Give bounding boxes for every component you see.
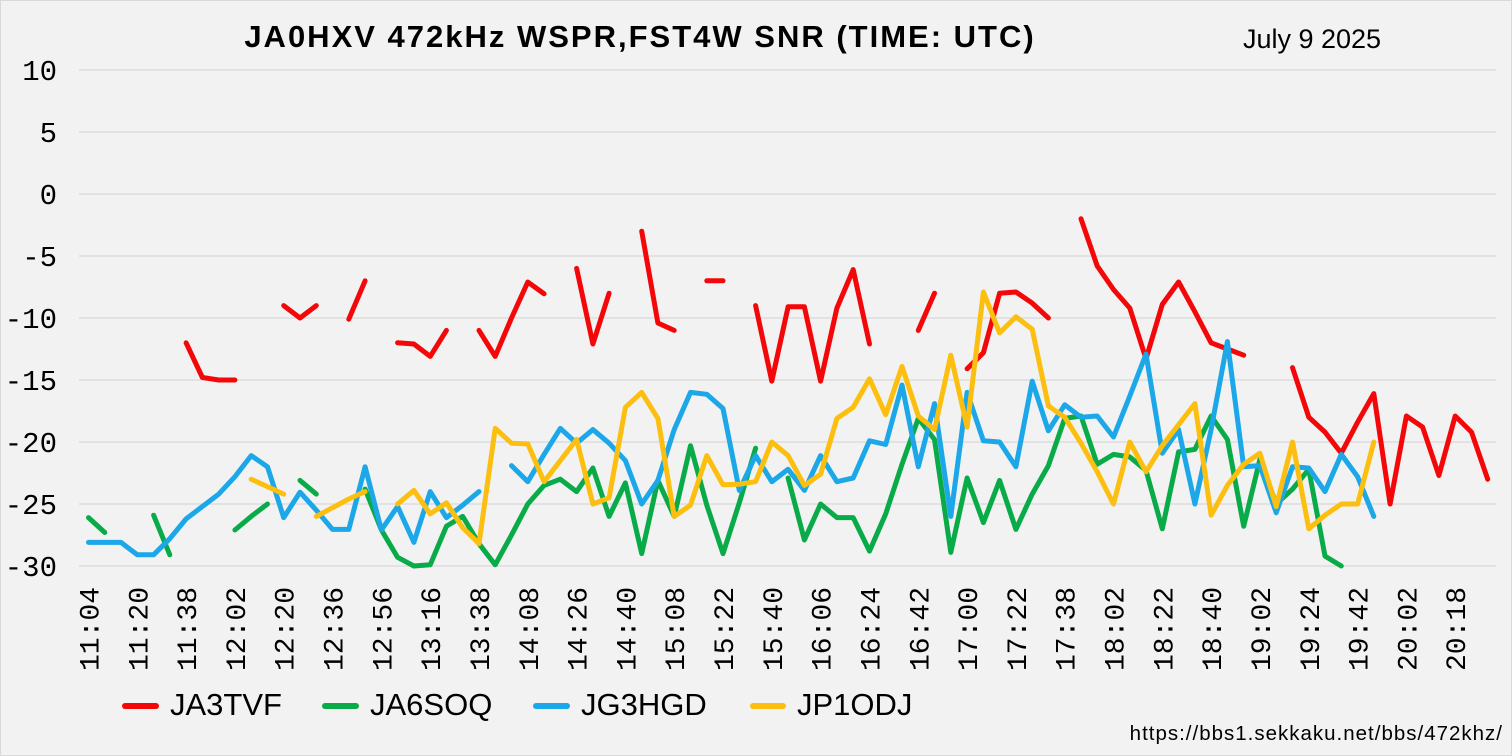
svg-text:15:22: 15:22 [711, 587, 742, 671]
svg-text:14:40: 14:40 [613, 587, 644, 671]
svg-text:15:08: 15:08 [662, 587, 693, 671]
svg-text:17:00: 17:00 [955, 587, 986, 671]
svg-text:-5: -5 [22, 242, 57, 275]
svg-text:-15: -15 [5, 366, 57, 399]
svg-text:16:24: 16:24 [858, 587, 889, 671]
svg-text:https://bbs1.sekkaku.net/bbs/4: https://bbs1.sekkaku.net/bbs/472khz/ [1130, 722, 1503, 745]
svg-text:12:56: 12:56 [369, 587, 400, 671]
svg-text:12:02: 12:02 [223, 587, 254, 671]
svg-text:18:22: 18:22 [1150, 587, 1181, 671]
svg-text:19:24: 19:24 [1297, 587, 1328, 671]
svg-text:0: 0 [40, 180, 57, 213]
svg-text:-30: -30 [5, 552, 57, 585]
svg-text:-25: -25 [5, 490, 57, 523]
svg-text:11:20: 11:20 [125, 587, 156, 671]
svg-text:-20: -20 [5, 428, 57, 461]
svg-text:5: 5 [40, 118, 57, 151]
svg-text:JA3TVF: JA3TVF [170, 687, 282, 722]
svg-text:JA6SOQ: JA6SOQ [370, 687, 492, 722]
svg-text:18:40: 18:40 [1199, 587, 1230, 671]
svg-text:19:42: 19:42 [1346, 587, 1377, 671]
svg-text:18:02: 18:02 [1102, 587, 1133, 671]
svg-text:14:08: 14:08 [516, 587, 547, 671]
svg-text:JP1ODJ: JP1ODJ [797, 687, 912, 722]
svg-text:16:42: 16:42 [906, 587, 937, 671]
svg-text:12:36: 12:36 [321, 587, 352, 671]
svg-text:14:26: 14:26 [565, 587, 596, 671]
svg-text:JG3HGD: JG3HGD [581, 687, 707, 722]
svg-text:17:22: 17:22 [1004, 587, 1035, 671]
svg-text:19:02: 19:02 [1248, 587, 1279, 671]
svg-text:-10: -10 [5, 304, 57, 337]
svg-text:12:20: 12:20 [272, 587, 303, 671]
svg-text:17:38: 17:38 [1053, 587, 1084, 671]
svg-text:20:18: 20:18 [1443, 587, 1474, 671]
svg-text:10: 10 [22, 56, 57, 89]
svg-text:20:02: 20:02 [1394, 587, 1425, 671]
svg-text:16:06: 16:06 [809, 587, 840, 671]
svg-text:11:38: 11:38 [174, 587, 205, 671]
svg-text:15:40: 15:40 [760, 587, 791, 671]
svg-text:13:16: 13:16 [418, 587, 449, 671]
svg-text:11:04: 11:04 [77, 587, 108, 671]
svg-text:JA0HXV 472kHz WSPR,FST4W SNR (: JA0HXV 472kHz WSPR,FST4W SNR (TIME: UTC) [244, 19, 1035, 54]
svg-text:July 9 2025: July 9 2025 [1243, 24, 1381, 54]
svg-text:13:38: 13:38 [467, 587, 498, 671]
